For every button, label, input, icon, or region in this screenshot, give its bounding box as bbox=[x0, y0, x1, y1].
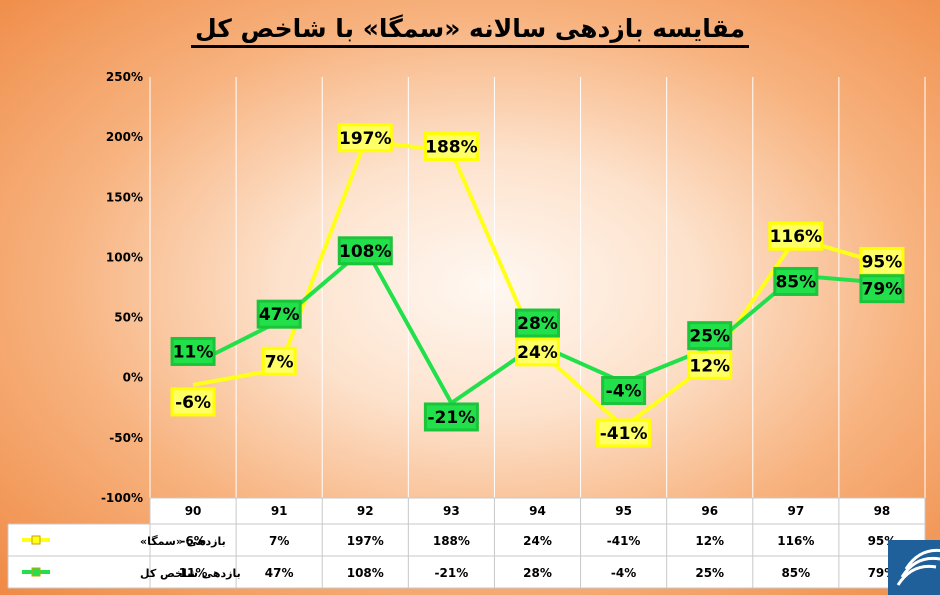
table-cell: -4% bbox=[611, 566, 636, 580]
legend-entry: بازدهی شاخص کل bbox=[140, 567, 241, 580]
data-label-box bbox=[337, 123, 393, 153]
legend-entry: بازدهی «سمگا» bbox=[140, 535, 226, 548]
data-label-box bbox=[859, 246, 905, 276]
gridlines bbox=[149, 77, 926, 498]
x-tick-label: 97 bbox=[787, 504, 804, 518]
data-label: 24% bbox=[517, 343, 558, 363]
data-label: 79% bbox=[862, 280, 903, 300]
table-body bbox=[150, 498, 925, 588]
x-tick-label: 96 bbox=[701, 504, 718, 518]
data-label: -6% bbox=[175, 393, 211, 413]
data-label: 47% bbox=[259, 305, 300, 325]
table-cell: -41% bbox=[607, 534, 641, 548]
x-tick-label: 90 bbox=[185, 504, 202, 518]
table-cell: 85% bbox=[781, 566, 810, 580]
y-tick-label: 50% bbox=[114, 311, 143, 325]
table-cell: 12% bbox=[695, 534, 724, 548]
data-label: -4% bbox=[606, 382, 642, 402]
data-label: 197% bbox=[339, 129, 392, 149]
chart-title: مقایسه بازدهی سالانه «سمگا» با شاخص کل bbox=[0, 14, 940, 48]
data-label: 11% bbox=[173, 342, 214, 362]
data-table: 90 91 92 93 94 95 96 97 98 -6% 7% 197% 188% 24% -41% 12… bbox=[7, 497, 926, 589]
data-label: 7% bbox=[265, 352, 294, 372]
table-cell: 25% bbox=[695, 566, 724, 580]
data-labels-1: -6% 7% 197% 188% 24% -41% 12% 116% 95% bbox=[170, 123, 905, 448]
data-label-box bbox=[859, 274, 905, 304]
data-label: 116% bbox=[770, 227, 823, 247]
data-label: 95% bbox=[862, 252, 903, 272]
data-label-box bbox=[687, 350, 733, 380]
y-axis: 250% 200% 150% 100% 50% 0% -50% -100% bbox=[101, 70, 143, 505]
table-cell: 116% bbox=[777, 534, 814, 548]
data-label: -41% bbox=[600, 424, 648, 444]
data-label-box bbox=[773, 266, 819, 296]
data-label-box bbox=[423, 132, 479, 162]
data-label: -21% bbox=[428, 408, 476, 428]
x-tick-label: 98 bbox=[874, 504, 891, 518]
x-tick-label: 92 bbox=[357, 504, 374, 518]
x-tick-label: 95 bbox=[615, 504, 632, 518]
data-label-box bbox=[170, 336, 216, 366]
data-label-box bbox=[515, 308, 560, 338]
data-label-box bbox=[170, 387, 216, 417]
table-cell: -21% bbox=[435, 566, 469, 580]
data-label-box bbox=[601, 376, 647, 406]
y-tick-label: -100% bbox=[101, 491, 143, 505]
table-cell: 188% bbox=[433, 534, 470, 548]
table-cell: 197% bbox=[347, 534, 384, 548]
y-tick-label: 150% bbox=[106, 190, 143, 204]
table-cell: 7% bbox=[269, 534, 289, 548]
table-cell: 11% bbox=[179, 566, 208, 580]
data-label-box bbox=[423, 402, 479, 432]
x-tick-label: 94 bbox=[529, 504, 546, 518]
table-cell: 108% bbox=[347, 566, 384, 580]
data-label: 188% bbox=[425, 138, 478, 158]
table-cell: 24% bbox=[523, 534, 552, 548]
y-tick-label: 250% bbox=[106, 70, 143, 84]
data-label: 85% bbox=[775, 272, 816, 292]
data-label: 108% bbox=[339, 242, 392, 262]
data-label: 25% bbox=[689, 327, 730, 347]
data-label-box bbox=[261, 346, 297, 376]
data-label: 28% bbox=[517, 314, 558, 334]
data-label-box bbox=[337, 236, 393, 266]
y-tick-label: -50% bbox=[109, 431, 143, 445]
y-tick-label: 200% bbox=[106, 130, 143, 144]
waves-logo-icon bbox=[888, 540, 940, 595]
legend-key-marker bbox=[31, 535, 41, 545]
y-tick-label: 0% bbox=[123, 371, 143, 385]
table-cell: 28% bbox=[523, 566, 552, 580]
data-label-box bbox=[256, 299, 302, 329]
data-label-box bbox=[596, 418, 652, 448]
table-cell: 47% bbox=[265, 566, 294, 580]
y-tick-label: 100% bbox=[106, 250, 143, 264]
x-tick-label: 91 bbox=[271, 504, 288, 518]
data-label: 12% bbox=[689, 356, 730, 376]
data-label-box bbox=[687, 321, 733, 351]
table-cell: -6% bbox=[180, 534, 205, 548]
legend-key-marker bbox=[31, 567, 41, 577]
data-label-box bbox=[515, 337, 560, 367]
data-labels-2: 11% 47% 108% -21% 28% -4% 25% 85% 79% bbox=[170, 236, 905, 432]
data-label-box bbox=[768, 221, 824, 251]
x-tick-label: 93 bbox=[443, 504, 460, 518]
